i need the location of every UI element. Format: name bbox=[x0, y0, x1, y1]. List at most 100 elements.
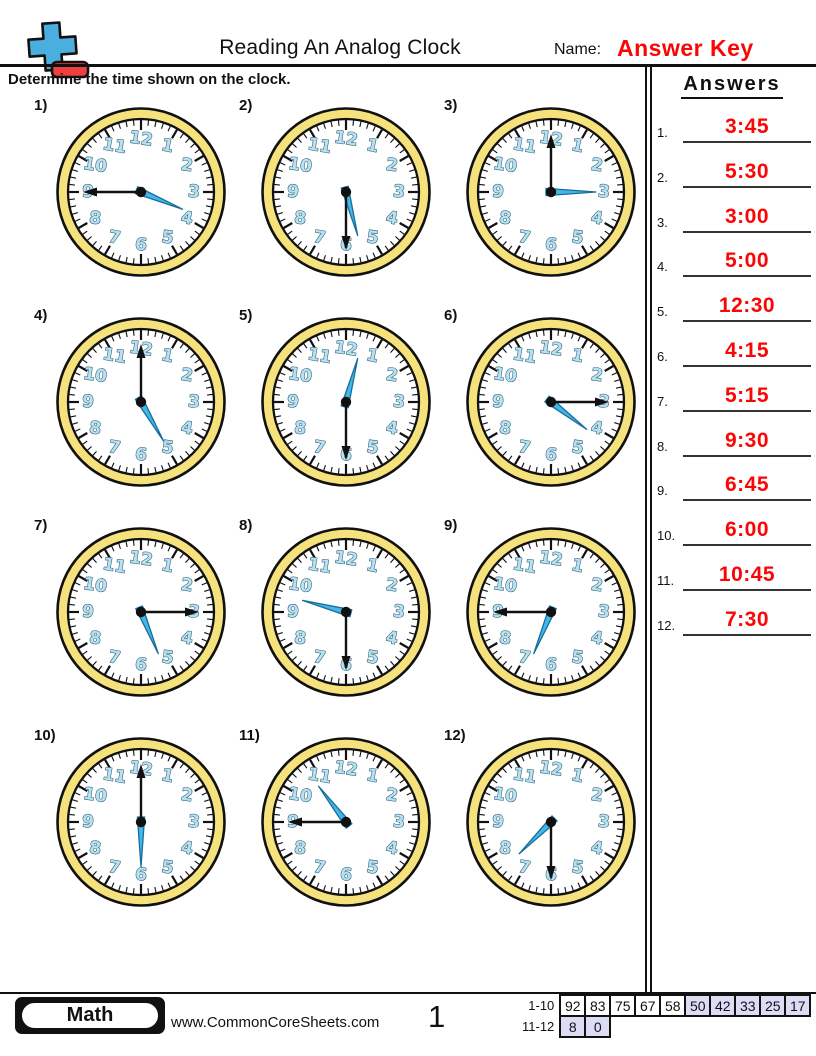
clock-face-number: 9 bbox=[491, 812, 505, 833]
clock-face-number: 7 bbox=[312, 437, 327, 459]
clock-label: 6) bbox=[444, 307, 458, 324]
clock-face-number: 2 bbox=[180, 785, 195, 806]
clock-face-number: 5 bbox=[160, 647, 175, 668]
clock-label: 10) bbox=[34, 727, 56, 744]
grade-cell: 50 bbox=[684, 994, 712, 1017]
answer-blank-line bbox=[683, 185, 811, 188]
answer-value: 5:30 bbox=[724, 159, 770, 183]
clock-8: 8) 123456789101112 bbox=[233, 515, 438, 720]
clock-face-number: 4 bbox=[179, 628, 194, 650]
clock-face-number: 8 bbox=[498, 418, 512, 439]
clock-face-number: 6 bbox=[134, 234, 148, 255]
answer-blank-line bbox=[683, 589, 811, 591]
clock-label: 8) bbox=[239, 517, 253, 534]
clock-face-number: 4 bbox=[179, 418, 194, 440]
answer-number: 8. bbox=[657, 438, 668, 454]
clock-face-number: 8 bbox=[498, 838, 512, 859]
clock-face-number: 11 bbox=[101, 764, 128, 788]
answer-number: 6. bbox=[657, 349, 668, 364]
clock-face-number: 9 bbox=[81, 392, 95, 413]
clock-face-number: 9 bbox=[491, 182, 505, 203]
grade-row-label: 11-12 bbox=[522, 1019, 555, 1034]
clock-face: 123456789101112 bbox=[466, 737, 636, 907]
answer-value: 3:45 bbox=[724, 115, 770, 138]
clock-face: 123456789101112 bbox=[56, 107, 226, 277]
clock-face-number: 11 bbox=[511, 134, 538, 158]
clock-face-number: 5 bbox=[365, 437, 380, 458]
clock-face-number: 2 bbox=[180, 575, 195, 596]
clock-label: 3) bbox=[444, 97, 458, 114]
clock-face-number: 11 bbox=[306, 134, 333, 158]
clock-face-number: 7 bbox=[312, 647, 327, 669]
grade-cell: 0 bbox=[584, 1015, 612, 1038]
grade-cell: 42 bbox=[709, 994, 737, 1017]
answer-number: 2. bbox=[657, 169, 668, 185]
grade-cell: 75 bbox=[609, 994, 637, 1017]
answer-blank-line bbox=[683, 320, 811, 323]
clock-label: 7) bbox=[34, 517, 48, 534]
clock-face-number: 4 bbox=[589, 628, 604, 650]
answer-blank-line bbox=[683, 409, 811, 412]
answer-number: 1. bbox=[657, 125, 668, 140]
clock-face-number: 11 bbox=[101, 554, 128, 578]
clock-face-number: 3 bbox=[597, 602, 611, 623]
clock-center-dot bbox=[340, 816, 352, 828]
grade-row-label: 1-10 bbox=[528, 998, 555, 1013]
clock-face-number: 1 bbox=[365, 345, 381, 367]
grade-cell: 33 bbox=[734, 994, 762, 1017]
clock-face-number: 6 bbox=[544, 234, 558, 255]
clock-face-number: 4 bbox=[589, 208, 604, 230]
answer-value: 4:15 bbox=[724, 339, 770, 362]
clock-face-number: 10 bbox=[82, 364, 108, 387]
clock-face: 123456789101112 bbox=[56, 527, 226, 697]
clock-face-number: 4 bbox=[589, 838, 604, 860]
clock-face-number: 5 bbox=[365, 647, 380, 668]
header-divider bbox=[0, 64, 816, 67]
answer-blank-line bbox=[683, 544, 811, 547]
clock-center-dot bbox=[135, 396, 147, 408]
minute-hand bbox=[341, 190, 351, 250]
clock-face-number: 2 bbox=[590, 575, 605, 596]
answer-blank-line bbox=[683, 454, 811, 457]
clock-6: 6) 123456789101112 bbox=[438, 305, 643, 510]
clock-face-number: 2 bbox=[180, 365, 195, 386]
grade-cell: 8 bbox=[559, 1015, 587, 1038]
clock-face-number: 7 bbox=[107, 437, 122, 459]
clock-face-number: 2 bbox=[385, 365, 400, 386]
footer-divider bbox=[0, 992, 816, 994]
clock-face: 123456789101112 bbox=[56, 737, 226, 907]
clock-face-number: 3 bbox=[392, 392, 406, 413]
clock-face-number: 8 bbox=[498, 628, 512, 649]
clock-face-number: 9 bbox=[286, 392, 300, 413]
answer-value: 12:30 bbox=[718, 294, 776, 318]
clock-face-number: 2 bbox=[590, 365, 605, 386]
minute-hand bbox=[546, 134, 556, 194]
clock-face-number: 4 bbox=[589, 418, 604, 440]
clock-face-number: 12 bbox=[538, 757, 564, 780]
minute-hand bbox=[341, 610, 351, 670]
clock-12: 12) 123456789101112 bbox=[438, 725, 643, 930]
clock-face-number: 3 bbox=[597, 182, 611, 203]
clock-face-number: 1 bbox=[570, 135, 586, 157]
clock-face-number: 10 bbox=[492, 154, 518, 177]
clock-face-number: 5 bbox=[365, 857, 380, 878]
clock-face-number: 10 bbox=[287, 784, 313, 807]
clock-face-number: 4 bbox=[384, 838, 399, 860]
clock-center-dot bbox=[135, 186, 147, 198]
clock-face-number: 4 bbox=[384, 208, 399, 230]
clock-face-number: 11 bbox=[511, 554, 538, 578]
clock-face: 123456789101112 bbox=[466, 317, 636, 487]
clock-center-dot bbox=[545, 606, 557, 618]
clock-face-number: 7 bbox=[517, 857, 532, 879]
clock-face-number: 11 bbox=[511, 344, 538, 368]
answer-blank-line bbox=[683, 275, 811, 278]
answer-blank-line bbox=[683, 141, 811, 143]
clock-face-number: 3 bbox=[187, 812, 201, 833]
clock-9: 9) 123456789101112 bbox=[438, 515, 643, 720]
clock-face-number: 5 bbox=[160, 857, 175, 878]
clock-face-number: 12 bbox=[538, 547, 564, 570]
clock-face-number: 3 bbox=[392, 602, 406, 623]
clock-face-number: 8 bbox=[88, 838, 102, 859]
clock-4: 4) 123456789101112 bbox=[28, 305, 233, 510]
